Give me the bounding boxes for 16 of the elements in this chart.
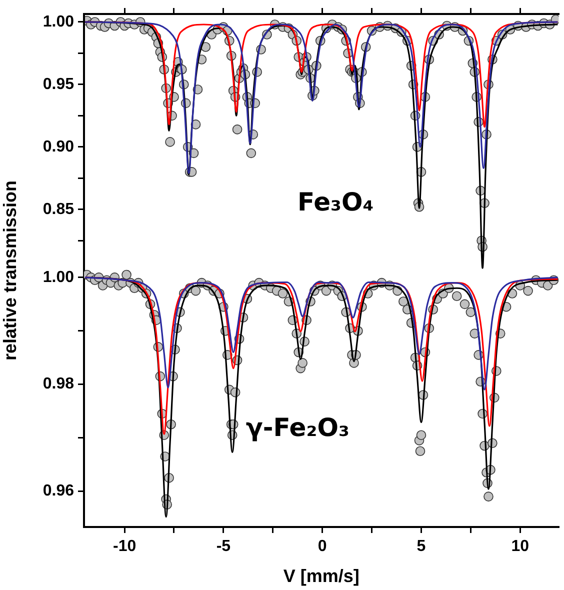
y-axis-title: relative transmission [0,180,20,361]
annotation: Fe₃O₄ [298,187,374,216]
annotation: γ-Fe₂O₃ [246,413,350,442]
x-tick-label: 10 [511,538,530,556]
y-tick-label: 0.96 [42,482,74,500]
y-tick-label: 0.95 [42,76,74,93]
x-tick-label: -5 [216,538,231,556]
x-tick-label: 5 [416,538,426,556]
y-tick-label: 0.98 [42,376,74,393]
y-tick-label: 1.00 [42,13,74,30]
y-tick-label: 0.90 [42,138,74,156]
y-tick-label: 0.85 [42,200,74,218]
x-axis-title: V [mm/s] [283,566,360,586]
x-tick-label: 0 [318,538,327,556]
y-tick-label: 1.00 [42,268,74,286]
x-tick-label: -10 [112,538,136,556]
